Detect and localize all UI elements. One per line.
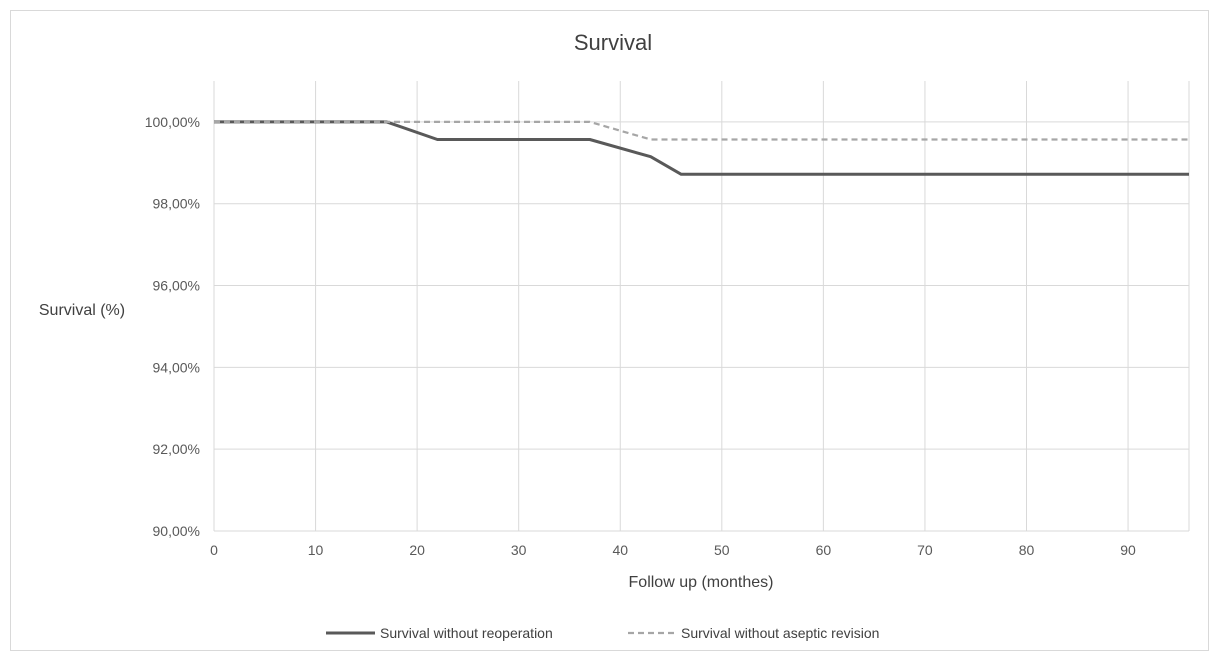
x-tick-label: 70 [917,542,933,558]
y-tick-label: 94,00% [153,359,200,375]
chart-frame [10,10,1209,651]
y-tick-label: 100,00% [145,114,200,130]
x-tick-label: 50 [714,542,730,558]
legend-label-reoperation: Survival without reoperation [380,625,553,641]
y-tick-label: 92,00% [153,441,200,457]
x-tick-label: 30 [511,542,527,558]
x-axis-label: Follow up (monthes) [629,574,774,591]
x-tick-label: 20 [409,542,425,558]
x-tick-label: 40 [612,542,628,558]
y-tick-label: 90,00% [153,523,200,539]
legend: Survival without reoperation Survival wi… [326,625,879,641]
series-line-aseptic-revision [214,120,1189,141]
y-axis-label: Survival (%) [39,302,125,319]
x-tick-label: 0 [210,542,218,558]
y-gridlines [214,121,1189,532]
chart-title: Survival [574,30,652,55]
series-line-reoperation [214,120,1189,176]
x-tick-label: 90 [1120,542,1136,558]
series-lines [214,120,1189,176]
legend-label-aseptic-revision: Survival without aseptic revision [681,625,879,641]
x-tick-label: 60 [816,542,832,558]
x-gridlines [213,81,1190,531]
x-tick-label: 10 [308,542,324,558]
x-tick-labels: 0 10 20 30 40 50 60 70 80 90 [210,542,1136,558]
x-tick-label: 80 [1019,542,1035,558]
y-tick-labels: 90,00% 92,00% 94,00% 96,00% 98,00% 100,00% [145,114,200,539]
y-tick-label: 98,00% [153,196,200,212]
y-tick-label: 96,00% [153,278,200,294]
